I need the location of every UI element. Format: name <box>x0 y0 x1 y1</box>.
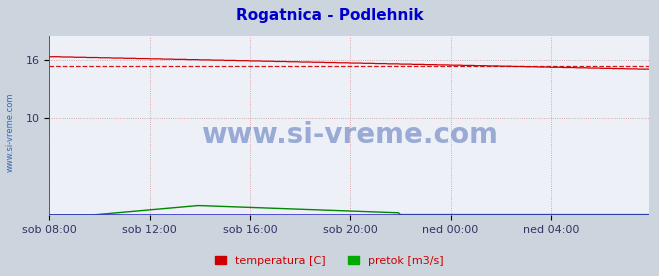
Text: Rogatnica - Podlehnik: Rogatnica - Podlehnik <box>236 8 423 23</box>
Legend: temperatura [C], pretok [m3/s]: temperatura [C], pretok [m3/s] <box>211 251 448 270</box>
Text: www.si-vreme.com: www.si-vreme.com <box>5 93 14 172</box>
Text: www.si-vreme.com: www.si-vreme.com <box>201 121 498 148</box>
